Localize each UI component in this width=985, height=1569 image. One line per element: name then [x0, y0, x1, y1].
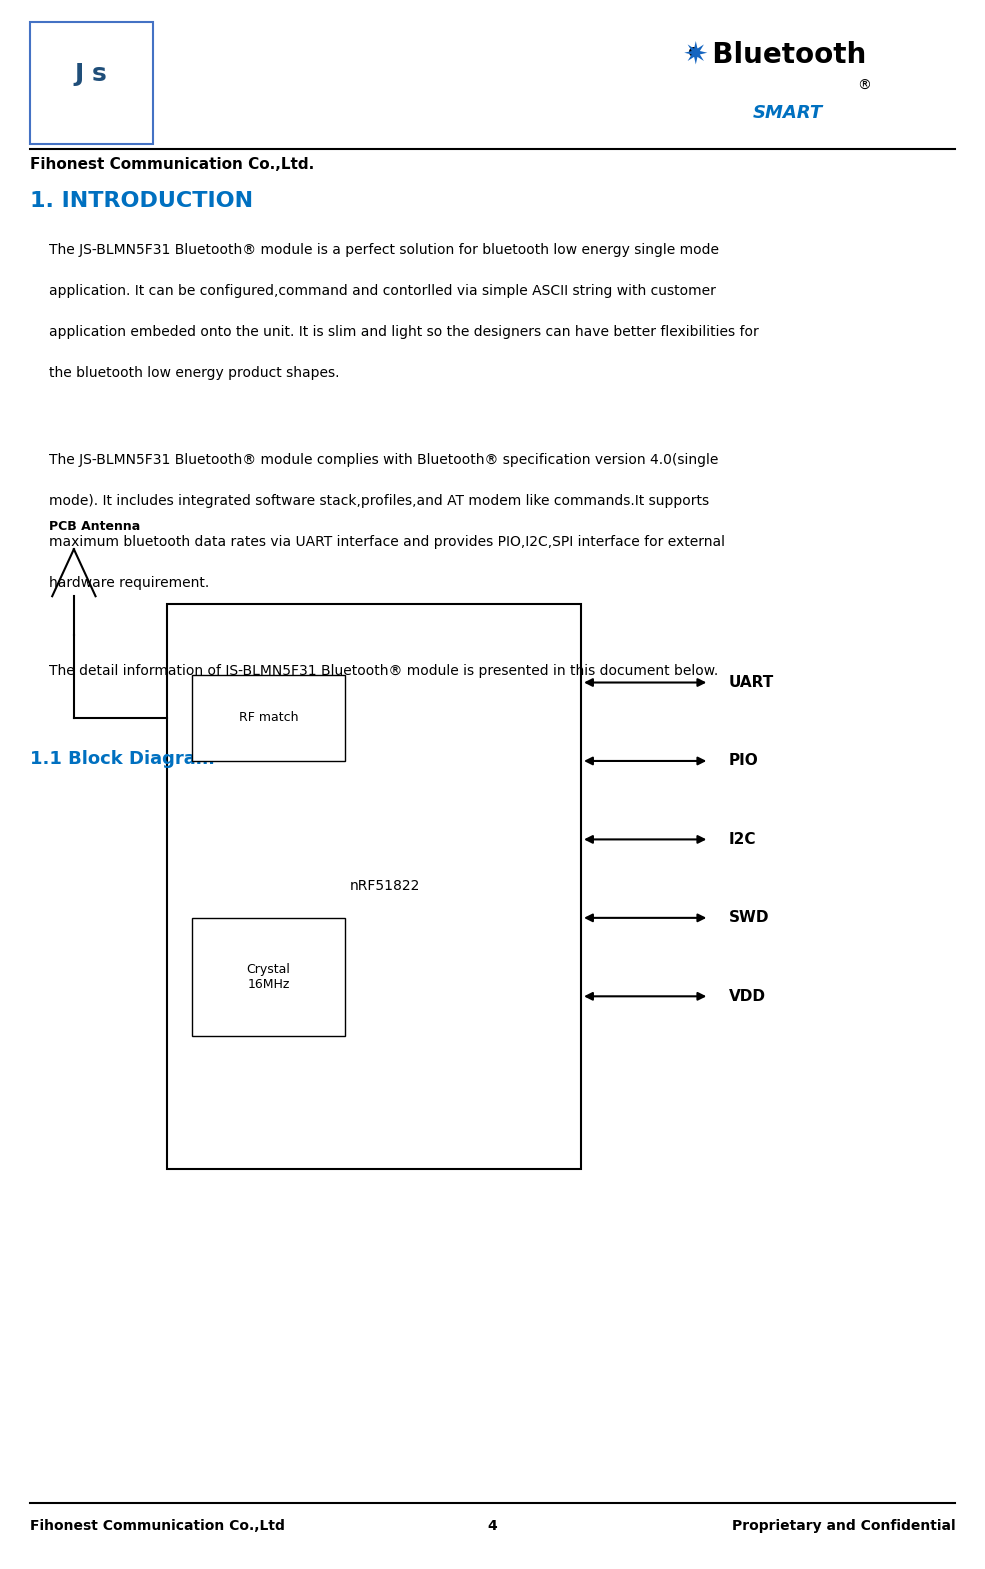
- Text: SWD: SWD: [729, 910, 769, 926]
- Text: VDD: VDD: [729, 988, 766, 1004]
- Text: 1.1 Block Diagram: 1.1 Block Diagram: [30, 750, 214, 767]
- Text: The detail information of JS-BLMN5F31 Bluetooth® module is presented in this doc: The detail information of JS-BLMN5F31 Bl…: [49, 664, 718, 678]
- Text: application embeded onto the unit. It is slim and light so the designers can hav: application embeded onto the unit. It is…: [49, 325, 759, 339]
- Text: ®: ®: [857, 78, 871, 93]
- Text: Crystal
16MHz: Crystal 16MHz: [246, 963, 291, 990]
- Text: The JS-BLMN5F31 Bluetooth® module is a perfect solution for bluetooth low energy: The JS-BLMN5F31 Bluetooth® module is a p…: [49, 243, 719, 257]
- Text: application. It can be configured,command and contorlled via simple ASCII string: application. It can be configured,comman…: [49, 284, 716, 298]
- Text: Fihonest Communication Co.,Ltd: Fihonest Communication Co.,Ltd: [30, 1519, 285, 1533]
- Text: SMART: SMART: [753, 104, 823, 122]
- FancyBboxPatch shape: [30, 22, 153, 144]
- Text: I2C: I2C: [729, 832, 756, 847]
- Text: PIO: PIO: [729, 753, 758, 769]
- Text: Fihonest Communication Co.,Ltd.: Fihonest Communication Co.,Ltd.: [30, 157, 314, 173]
- Text: RF match: RF match: [238, 711, 298, 725]
- Text: the bluetooth low energy product shapes.: the bluetooth low energy product shapes.: [49, 366, 340, 380]
- FancyBboxPatch shape: [192, 918, 345, 1036]
- Text: hardware requirement.: hardware requirement.: [49, 576, 210, 590]
- Text: UART: UART: [729, 675, 774, 690]
- Text: mode). It includes integrated software stack,profiles,and AT modem like commands: mode). It includes integrated software s…: [49, 494, 709, 508]
- Text: nRF51822: nRF51822: [350, 880, 420, 893]
- FancyBboxPatch shape: [192, 675, 345, 761]
- Text: J s: J s: [74, 61, 107, 86]
- Text: • Bluetooth: • Bluetooth: [685, 41, 866, 69]
- Text: 4: 4: [488, 1519, 497, 1533]
- Text: The JS-BLMN5F31 Bluetooth® module complies with Bluetooth® specification version: The JS-BLMN5F31 Bluetooth® module compli…: [49, 453, 719, 468]
- Text: ✷: ✷: [683, 41, 708, 69]
- Text: Proprietary and Confidential: Proprietary and Confidential: [732, 1519, 955, 1533]
- FancyBboxPatch shape: [167, 604, 581, 1169]
- Text: 1. INTRODUCTION: 1. INTRODUCTION: [30, 191, 253, 212]
- Text: maximum bluetooth data rates via UART interface and provides PIO,I2C,SPI interfa: maximum bluetooth data rates via UART in…: [49, 535, 725, 549]
- Text: PCB Antenna: PCB Antenna: [49, 521, 141, 533]
